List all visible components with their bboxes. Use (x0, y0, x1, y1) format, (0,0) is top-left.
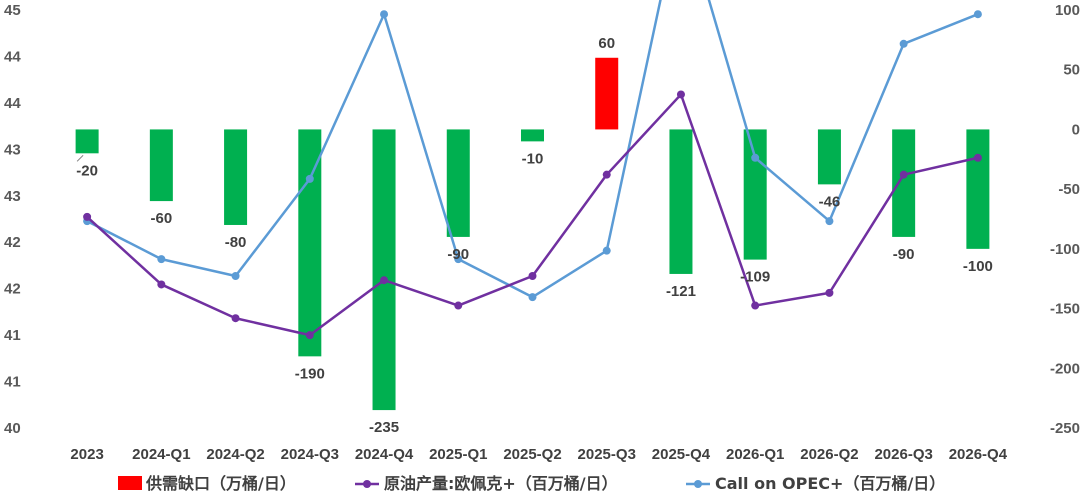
right-axis-tick-label: -50 (1058, 181, 1080, 198)
category-label: 2024-Q1 (132, 446, 190, 463)
category-label: 2025-Q4 (652, 446, 711, 463)
call-on-opec-point (305, 174, 314, 183)
bar-data-label: -190 (295, 365, 325, 382)
opec-production-point (83, 212, 92, 221)
call-on-opec-point (528, 293, 537, 302)
category-label: 2023 (70, 446, 103, 463)
left-axis-ticks: 45 44 44 43 43 42 42 41 41 40 (4, 2, 21, 437)
category-label: 2025-Q2 (503, 446, 561, 463)
bar-data-label: -80 (225, 234, 247, 251)
bar (75, 129, 99, 154)
category-label: 2024-Q4 (355, 446, 414, 463)
call-on-opec-line (86, 0, 979, 299)
bar (224, 129, 248, 225)
opec-production-point (825, 288, 834, 297)
category-label: 2025-Q3 (578, 446, 636, 463)
bar-data-label: -100 (963, 258, 993, 275)
legend-label: Call on OPEC+（百万桶/日） (715, 474, 945, 493)
opec-production-point (454, 301, 463, 310)
bar (372, 129, 396, 411)
line-series (83, 0, 982, 340)
call-on-opec-point (454, 255, 463, 264)
bar-data-label: -109 (740, 269, 770, 286)
category-label: 2026-Q3 (874, 446, 932, 463)
bar (743, 129, 767, 260)
opec-production-point (231, 314, 240, 323)
legend-swatch-marker (363, 480, 371, 488)
opec-production-point (528, 272, 537, 280)
left-axis-tick-label: 44 (4, 95, 21, 112)
category-label: 2024-Q2 (206, 446, 264, 463)
left-axis-tick-label: 41 (4, 374, 21, 391)
bar-data-label: 60 (598, 35, 615, 52)
call-on-opec-point (751, 153, 760, 162)
opec-production-point (157, 280, 166, 289)
call-on-opec-point (825, 217, 834, 226)
call-on-opec-point (602, 246, 611, 255)
legend-swatch-marker (694, 480, 702, 488)
bar-data-label: -235 (369, 419, 399, 436)
bar (669, 129, 693, 274)
bar (446, 129, 470, 237)
left-axis-tick-label: 43 (4, 188, 21, 205)
bar-data-label: -121 (666, 283, 696, 300)
right-axis-tick-label: 100 (1055, 2, 1080, 19)
legend-swatch-bar (118, 476, 142, 490)
right-axis-tick-label: 50 (1063, 62, 1080, 79)
call-on-opec-point (973, 10, 982, 19)
category-label: 2026-Q4 (949, 446, 1008, 463)
right-axis-tick-label: -200 (1050, 360, 1080, 377)
opec-production-point (899, 170, 908, 179)
right-axis-ticks: 100 50 0 -50 -100 -150 -200 -250 (1050, 2, 1080, 437)
bar-data-label: -20 (76, 162, 98, 179)
bar-data-label: -10 (522, 150, 544, 167)
category-labels: 2023 2024-Q1 2024-Q2 2024-Q3 2024-Q4 2025-Q1 2… (70, 446, 1007, 463)
left-axis-tick-label: 41 (4, 327, 21, 344)
opec-production-point (676, 90, 685, 99)
bar (595, 57, 619, 130)
bar (149, 129, 173, 202)
label-leader-line (76, 154, 84, 162)
bar-data-label: -46 (819, 193, 841, 210)
bar (817, 129, 841, 185)
bar-data-label: -90 (447, 246, 469, 263)
right-axis-tick-label: 0 (1072, 121, 1080, 138)
call-on-opec-point (380, 10, 389, 19)
right-axis-tick-label: -250 (1050, 420, 1080, 437)
right-axis-tick-label: -100 (1050, 241, 1080, 258)
category-label: 2024-Q3 (281, 446, 339, 463)
left-axis-tick-label: 42 (4, 281, 21, 298)
right-axis-tick-label: -150 (1050, 301, 1080, 318)
bar-data-label: -60 (151, 210, 173, 227)
left-axis-tick-label: 43 (4, 141, 21, 158)
opec-production-point (973, 153, 982, 162)
left-axis-tick-label: 40 (4, 420, 21, 437)
legend-label: 原油产量:欧佩克+（百万桶/日） (384, 474, 618, 493)
left-axis-tick-label: 44 (4, 48, 21, 65)
category-label: 2026-Q2 (800, 446, 858, 463)
category-label: 2025-Q1 (429, 446, 487, 463)
left-axis-tick-label: 45 (4, 2, 21, 19)
call-on-opec-point (231, 272, 240, 280)
bar-series (75, 57, 990, 411)
bar-data-label: -90 (893, 246, 915, 263)
opec-production-point (305, 331, 314, 340)
bar (966, 129, 990, 249)
left-axis-tick-label: 42 (4, 234, 21, 251)
call-on-opec-point (899, 39, 908, 48)
bar (521, 129, 544, 142)
opec-production-point (380, 276, 389, 285)
opec-production-point (602, 170, 611, 179)
call-on-opec-point (157, 255, 166, 264)
bar (892, 129, 916, 237)
category-label: 2026-Q1 (726, 446, 784, 463)
legend-label: 供需缺口（万桶/日） (145, 474, 296, 493)
legend: 供需缺口（万桶/日） 原油产量:欧佩克+（百万桶/日） Call on OPEC+（… (118, 474, 945, 493)
opec-production-point (751, 301, 760, 310)
data-labels: -20 -60 -80 -190 -235 -90 -10 60 -121 -109 -46 -90 -… (76, 35, 993, 436)
